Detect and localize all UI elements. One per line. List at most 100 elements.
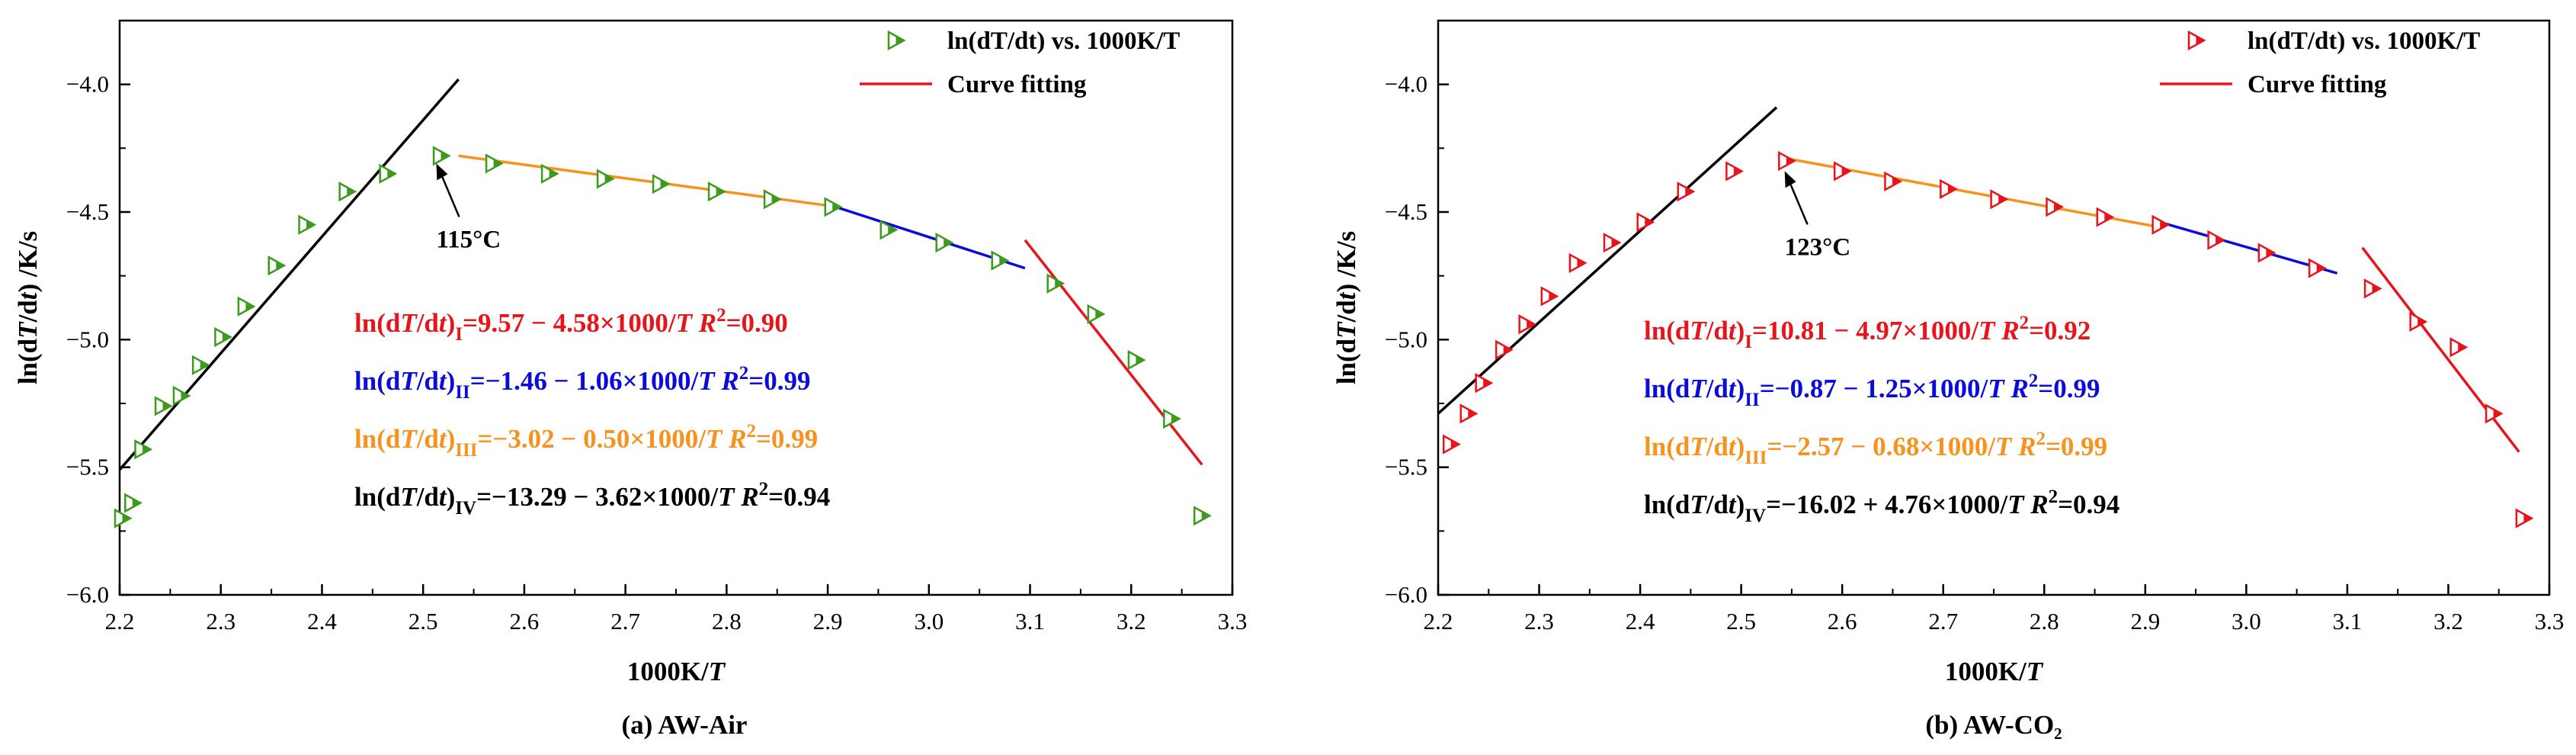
x-tick-label: 2.5 <box>1726 608 1756 635</box>
marker-fill-tip <box>347 187 355 196</box>
fit-equation-II: ln(dT/dt)II=−0.87 − 1.25×1000/T R2=0.99 <box>1644 371 2100 410</box>
fit-equation-III: ln(dT/dt)III=−3.02 − 0.50×1000/T R2=0.99 <box>354 421 818 461</box>
chart-panel-b: 2.2 2.3 2.4 2.5 2.6 2.7 2.8 2.9 3.0 3.1 3.2 3.3 −4.0… <box>1331 19 2565 740</box>
data-point <box>237 296 256 316</box>
data-point <box>1677 182 1696 202</box>
x-tick-label: 2.7 <box>610 608 640 635</box>
data-point <box>191 355 210 375</box>
legend: ln(dT/dt) vs. 1000K/T Curve fitting <box>2160 27 2480 98</box>
marker-fill-tip <box>1948 185 1956 194</box>
x-axis-label: 1000K/T <box>1945 657 2044 686</box>
marker-fill-tip <box>2317 264 2325 273</box>
marker-fill-tip <box>1998 194 2007 204</box>
legend-marker <box>2187 30 2206 51</box>
marker-fill-tip <box>2494 409 2502 418</box>
legend-fit-label: Curve fitting <box>947 71 1087 98</box>
y-tick-label: −6.0 <box>66 581 109 608</box>
data-point <box>1495 339 1514 360</box>
data-point <box>214 326 232 348</box>
marker-fill-tip <box>1136 355 1144 365</box>
data-point <box>2485 403 2504 424</box>
marker-fill-tip <box>2373 284 2381 293</box>
fit-line-II <box>2160 220 2338 275</box>
data-point <box>1940 178 1958 199</box>
x-tick-label: 2.8 <box>712 608 742 635</box>
data-point <box>652 174 671 194</box>
marker-fill-tip <box>2104 213 2113 222</box>
legend-scatter-label: ln(dT/dt) vs. 1000K/T <box>2248 27 2480 55</box>
marker-fill-tip <box>1095 310 1104 319</box>
data-point <box>1725 161 1744 182</box>
marker-fill-tip <box>1685 187 1693 196</box>
x-tick-label: 2.3 <box>1524 608 1554 635</box>
marker-fill-tip <box>245 302 254 311</box>
marker-fill-tip <box>605 174 614 183</box>
fit-equation-I: ln(dT/dt)I=10.81 − 4.97×1000/T R2=0.92 <box>1644 313 2091 352</box>
annotation-label: 123°C <box>1785 233 1851 261</box>
legend-scatter-label: ln(dT/dt) vs. 1000K/T <box>947 27 1180 55</box>
data-point <box>1046 273 1065 294</box>
marker-fill-tip <box>1842 166 1850 175</box>
data-point <box>2046 197 2065 217</box>
marker-fill-tip <box>1549 291 1557 300</box>
x-tick-label: 2.2 <box>105 608 135 635</box>
y-tick-label: −5.5 <box>66 454 109 480</box>
y-axis-label: ln(dT/dt) /K/s <box>1331 231 1361 384</box>
x-tick-label: 2.5 <box>409 608 438 635</box>
marker-fill-tip <box>1055 279 1063 288</box>
annotation-arrow-head <box>1784 171 1796 188</box>
data-point <box>763 189 782 210</box>
data-point <box>432 146 451 166</box>
marker-fill-tip <box>1202 511 1210 520</box>
x-tick-label: 2.3 <box>206 608 235 635</box>
marker-fill-tip <box>1734 166 1742 175</box>
marker-fill-tip <box>181 391 189 400</box>
data-point <box>1833 161 1852 182</box>
marker-fill-tip <box>1504 345 1512 355</box>
marker-fill-tip <box>200 361 209 370</box>
data-point <box>2515 508 2534 528</box>
marker-fill-tip <box>1577 259 1585 268</box>
data-point <box>991 250 1010 271</box>
marker-fill-tip <box>999 256 1008 265</box>
marker-fill-tip <box>494 159 502 168</box>
fit-line-I <box>118 78 460 471</box>
x-tick-label: 3.1 <box>2333 608 2363 635</box>
panel-caption: (b) AW-CO₂ <box>1925 710 2062 740</box>
marker-fill-tip <box>1483 378 1491 387</box>
y-tick-label: −4.0 <box>66 71 109 98</box>
x-tick-label: 2.7 <box>1928 608 1958 635</box>
data-point <box>1778 150 1796 172</box>
fit-equation-III: ln(dT/dt)III=−2.57 − 0.68×1000/T R2=0.99 <box>1644 429 2107 468</box>
y-tick-label: −5.0 <box>66 326 109 352</box>
marker-fill-tip <box>133 499 141 508</box>
legend-marker <box>887 30 906 51</box>
data-point <box>1459 403 1479 424</box>
marker-fill-tip <box>2160 220 2168 230</box>
data-point <box>1518 314 1537 335</box>
data-point <box>172 385 191 406</box>
data-point <box>2096 207 2115 227</box>
data-point <box>540 163 559 184</box>
marker-fill-tip <box>2523 514 2532 523</box>
panel-caption: (a) AW-Air <box>622 710 748 740</box>
y-tick-label: −6.0 <box>1385 581 1427 608</box>
data-point <box>1087 304 1106 324</box>
data-point <box>2363 278 2382 299</box>
x-tick-label: 3.2 <box>2433 608 2463 635</box>
data-point <box>1127 349 1146 371</box>
legend-fit-label: Curve fitting <box>2248 71 2387 98</box>
marker-fill-tip <box>1527 320 1535 329</box>
legend: ln(dT/dt) vs. 1000K/T Curve fitting <box>860 27 1180 98</box>
x-tick-label: 3.3 <box>2535 608 2565 635</box>
data-point <box>114 508 133 528</box>
x-tick-label: 3.0 <box>914 608 944 635</box>
marker-fill-tip <box>122 514 130 523</box>
marker-fill-tip <box>549 169 558 178</box>
marker-fill-tip <box>2458 342 2466 352</box>
marker-fill-tip <box>896 36 904 45</box>
data-point <box>1884 171 1903 191</box>
fit-equation-IV: ln(dT/dt)IV=−13.29 − 3.62×1000/T R2=0.94 <box>354 479 830 519</box>
fit-equation-IV: ln(dT/dt)IV=−16.02 + 4.76×1000/T R2=0.94 <box>1644 487 2119 526</box>
